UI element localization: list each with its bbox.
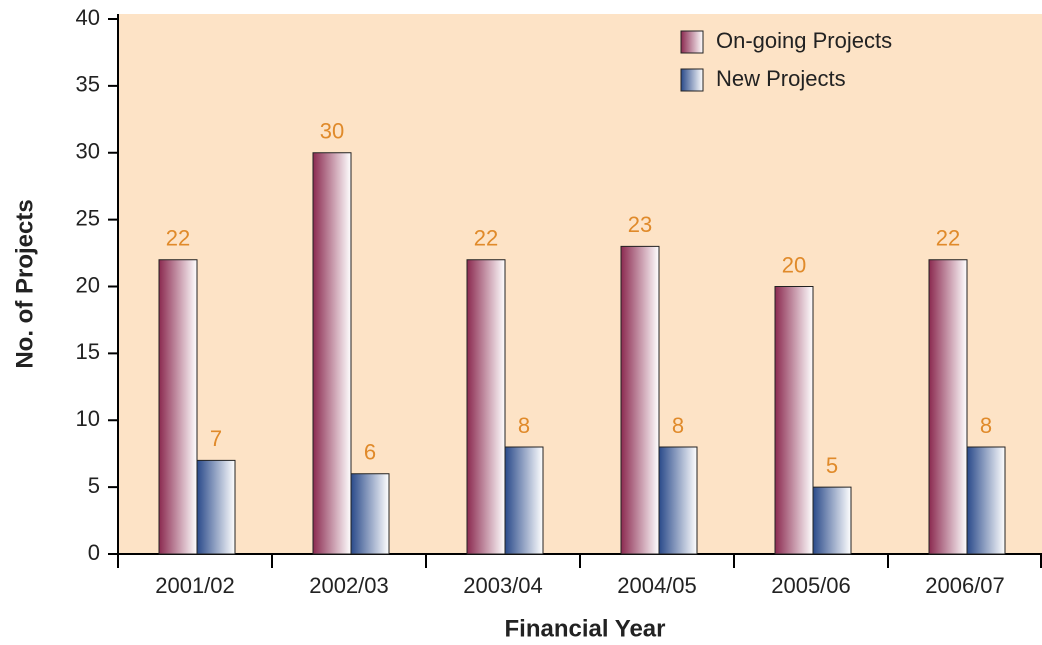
x-axis-title: Financial Year (505, 615, 666, 642)
data-label: 6 (364, 440, 376, 465)
bar (928, 259, 968, 555)
bar (812, 486, 852, 555)
legend-swatch (680, 30, 704, 54)
bar (504, 446, 544, 555)
y-tick-label: 35 (76, 72, 100, 97)
y-axis-title: No. of Projects (11, 199, 38, 368)
bar (350, 473, 390, 555)
data-label: 8 (980, 413, 992, 438)
y-tick-label: 25 (76, 205, 100, 230)
y-tick-label: 0 (88, 540, 100, 565)
bar (620, 245, 660, 555)
data-label: 8 (518, 413, 530, 438)
y-tick-label: 30 (76, 139, 100, 164)
bar (774, 286, 814, 555)
bar (312, 152, 352, 555)
data-label: 22 (474, 226, 498, 251)
y-tick-label: 5 (88, 473, 100, 498)
legend-swatch (680, 68, 704, 92)
data-label: 22 (166, 226, 190, 251)
y-tick-label: 15 (76, 339, 100, 364)
x-tick-label: 2003/04 (463, 573, 543, 598)
y-tick-label: 20 (76, 272, 100, 297)
bar (658, 446, 698, 555)
data-label: 30 (320, 119, 344, 144)
x-tick-label: 2005/06 (771, 573, 851, 598)
data-label: 5 (826, 453, 838, 478)
x-tick-label: 2006/07 (925, 573, 1005, 598)
bar (196, 459, 236, 555)
bar (966, 446, 1006, 555)
data-label: 22 (936, 226, 960, 251)
bar (158, 259, 198, 555)
x-tick-label: 2002/03 (309, 573, 389, 598)
x-tick-label: 2001/02 (155, 573, 235, 598)
data-label: 7 (210, 426, 222, 451)
bar (466, 259, 506, 555)
y-tick-label: 40 (76, 5, 100, 30)
x-tick-label: 2004/05 (617, 573, 697, 598)
data-label: 20 (782, 252, 806, 277)
data-label: 23 (628, 212, 652, 237)
legend-label: New Projects (716, 66, 846, 91)
plot-area (118, 14, 1042, 554)
legend-label: On-going Projects (716, 28, 892, 53)
data-label: 8 (672, 413, 684, 438)
y-tick-label: 10 (76, 406, 100, 431)
